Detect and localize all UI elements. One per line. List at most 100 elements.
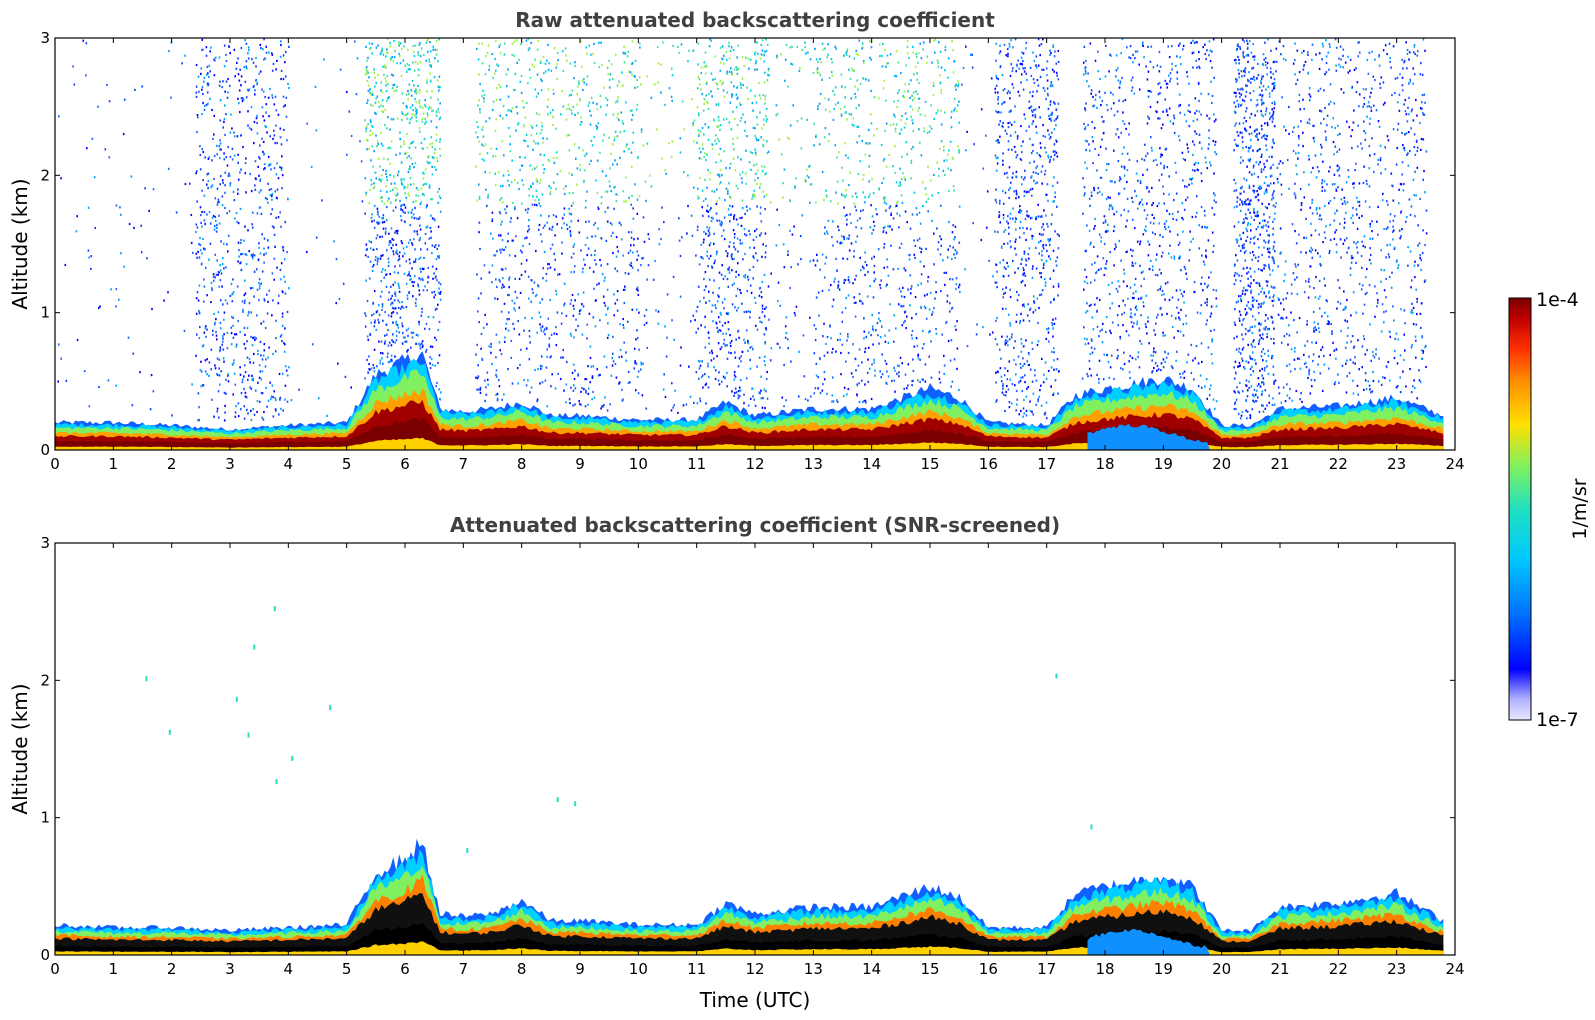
noise-speck — [749, 150, 752, 153]
noise-speck — [432, 316, 435, 319]
noise-speck — [716, 83, 719, 86]
noise-speck — [743, 402, 745, 405]
noise-speck — [528, 329, 531, 332]
noise-speck — [539, 61, 542, 65]
noise-speck — [761, 127, 764, 130]
noise-speck — [271, 192, 274, 196]
noise-speck — [478, 231, 480, 234]
noise-speck — [398, 255, 400, 258]
noise-speck — [741, 56, 744, 59]
noise-speck — [243, 301, 246, 305]
noise-speck — [1042, 124, 1044, 127]
noise-speck — [856, 79, 858, 82]
noise-speck — [561, 252, 563, 255]
noise-speck — [495, 147, 498, 150]
noise-speck — [1179, 318, 1181, 321]
noise-speck — [436, 381, 438, 384]
noise-speck — [1004, 291, 1007, 294]
noise-speck — [934, 38, 937, 41]
noise-speck — [741, 242, 744, 245]
noise-speck — [861, 361, 863, 364]
noise-speck — [543, 168, 546, 171]
noise-speck — [627, 147, 630, 151]
noise-speck — [437, 201, 440, 204]
noise-speck — [995, 74, 997, 77]
noise-speck — [1014, 150, 1017, 153]
noise-speck — [1148, 190, 1150, 193]
noise-speck — [889, 205, 892, 208]
noise-speck — [234, 415, 237, 418]
noise-speck — [574, 64, 576, 68]
noise-speck — [492, 76, 494, 79]
noise-speck — [211, 184, 214, 187]
noise-speck — [426, 79, 428, 82]
noise-speck — [912, 145, 914, 148]
noise-speck — [563, 282, 566, 285]
noise-speck — [397, 306, 400, 309]
noise-speck — [741, 77, 744, 80]
noise-speck — [631, 62, 633, 65]
noise-speck — [1045, 193, 1048, 196]
noise-speck — [479, 153, 481, 156]
noise-speck — [434, 364, 436, 367]
noise-speck — [748, 161, 751, 164]
noise-speck — [236, 220, 238, 223]
noise-speck — [560, 322, 563, 325]
noise-speck — [478, 195, 481, 198]
noise-speck — [386, 249, 388, 252]
noise-speck — [829, 324, 831, 327]
noise-speck — [240, 134, 242, 137]
noise-speck — [1027, 303, 1029, 306]
noise-speck — [243, 364, 246, 367]
noise-speck — [201, 88, 203, 91]
noise-speck — [711, 189, 713, 193]
noise-speck — [438, 256, 440, 259]
noise-speck — [835, 257, 837, 260]
noise-speck — [765, 115, 767, 118]
noise-speck — [995, 371, 997, 374]
noise-speck — [736, 72, 739, 75]
noise-speck — [507, 293, 509, 297]
noise-speck — [252, 377, 254, 380]
noise-speck — [374, 258, 377, 262]
noise-speck — [1047, 238, 1049, 241]
noise-speck — [734, 248, 737, 251]
noise-speck — [757, 52, 759, 55]
noise-speck — [562, 356, 564, 359]
noise-speck — [556, 223, 558, 226]
noise-speck — [608, 59, 610, 63]
noise-speck — [1146, 202, 1148, 205]
noise-speck — [202, 92, 204, 96]
noise-speck — [1026, 227, 1028, 230]
noise-speck — [906, 221, 908, 224]
noise-speck — [1037, 400, 1039, 403]
noise-speck — [381, 110, 383, 113]
noise-speck — [1040, 215, 1043, 218]
noise-speck — [571, 371, 574, 374]
noise-speck — [607, 206, 609, 209]
noise-speck — [401, 92, 404, 95]
noise-speck — [230, 113, 232, 116]
noise-speck — [548, 62, 550, 65]
noise-speck — [435, 40, 438, 43]
noise-speck — [251, 286, 254, 289]
noise-speck — [615, 236, 618, 239]
noise-speck — [903, 126, 906, 129]
noise-speck — [1057, 78, 1060, 81]
noise-speck — [814, 47, 816, 50]
noise-speck — [514, 290, 517, 293]
noise-speck — [760, 397, 763, 400]
noise-speck — [731, 257, 734, 261]
noise-speck — [1035, 171, 1037, 174]
noise-speck — [391, 73, 393, 76]
noise-speck — [1041, 226, 1043, 229]
noise-speck — [759, 286, 762, 290]
noise-speck — [845, 154, 847, 157]
noise-speck — [1056, 233, 1059, 236]
noise-speck — [429, 367, 432, 370]
noise-speck — [431, 217, 434, 220]
noise-speck — [617, 96, 620, 99]
noise-speck — [208, 211, 211, 214]
noise-speck — [390, 312, 393, 315]
noise-speck — [842, 394, 845, 398]
